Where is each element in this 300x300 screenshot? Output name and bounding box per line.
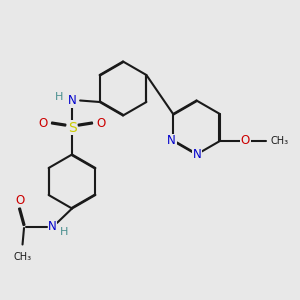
Text: O: O — [15, 194, 24, 207]
Text: N: N — [68, 94, 76, 107]
Text: S: S — [68, 121, 76, 134]
Text: CH₃: CH₃ — [271, 136, 289, 146]
Text: O: O — [97, 116, 106, 130]
Text: O: O — [38, 116, 47, 130]
Text: O: O — [241, 134, 250, 148]
Text: N: N — [193, 148, 202, 161]
Text: N: N — [48, 220, 57, 233]
Text: CH₃: CH₃ — [14, 252, 32, 262]
Text: N: N — [167, 134, 176, 148]
Text: H: H — [60, 227, 68, 237]
Text: H: H — [55, 92, 63, 102]
